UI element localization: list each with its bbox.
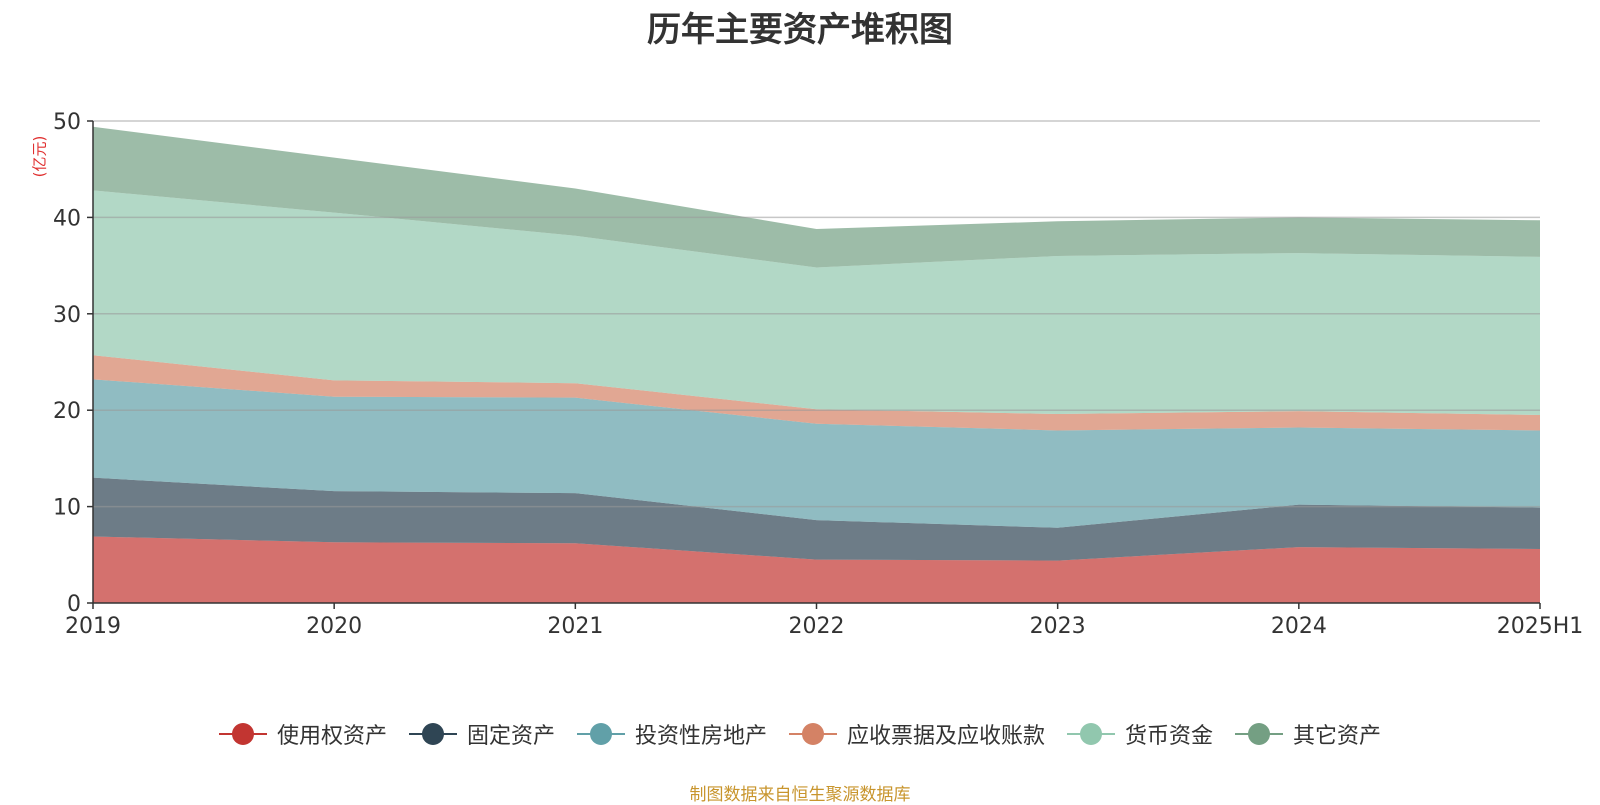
legend-swatch-icon	[576, 722, 625, 746]
area-series-4	[93, 190, 1540, 416]
area-series-5	[93, 126, 1540, 268]
chart-title: 历年主要资产堆积图	[647, 10, 953, 50]
legend-item-0[interactable]: 使用权资产	[218, 718, 387, 750]
x-tick-label-0: 2019	[65, 614, 121, 639]
y-tick-label-3: 30	[53, 303, 81, 328]
legend-item-2[interactable]: 投资性房地产	[576, 718, 767, 750]
legend-label: 应收票据及应收账款	[847, 724, 1046, 749]
legend: 使用权资产 固定资产 投资性房地产 应收票据及应收账款 货币资金 其它资产	[0, 718, 1600, 750]
legend-item-4[interactable]: 货币资金	[1067, 718, 1213, 750]
y-tick-label-2: 20	[53, 399, 81, 424]
y-tick-label-5: 50	[53, 110, 81, 135]
area-series-3	[93, 355, 1540, 431]
legend-swatch-icon	[408, 722, 457, 746]
legend-swatch-icon	[789, 722, 837, 746]
legend-item-3[interactable]: 应收票据及应收账款	[789, 718, 1045, 750]
legend-swatch-icon	[1235, 722, 1284, 746]
y-tick-label-0: 0	[67, 592, 81, 617]
area-series-2	[93, 379, 1540, 528]
legend-swatch-icon	[218, 722, 267, 746]
legend-swatch-icon	[1067, 722, 1116, 746]
x-tick-label-4: 2023	[1030, 614, 1086, 639]
legend-label: 投资性房地产	[634, 724, 767, 749]
y-tick-label-1: 10	[53, 496, 81, 521]
x-tick-label-1: 2020	[306, 614, 362, 639]
legend-item-5[interactable]: 其它资产	[1235, 718, 1381, 750]
x-tick-label-6: 2025H1	[1497, 614, 1584, 639]
area-series-0	[93, 536, 1540, 603]
x-tick-label-2: 2021	[547, 614, 603, 639]
legend-label: 固定资产	[466, 724, 555, 749]
y-tick-label-4: 40	[53, 206, 81, 231]
x-tick-label-5: 2024	[1271, 614, 1327, 639]
legend-label: 货币资金	[1125, 724, 1214, 749]
legend-label: 其它资产	[1293, 724, 1382, 749]
source-note: 制图数据来自恒生聚源数据库	[689, 785, 911, 805]
area-series-1	[93, 477, 1540, 561]
legend-item-1[interactable]: 固定资产	[408, 718, 555, 750]
x-tick-label-3: 2022	[789, 614, 845, 639]
legend-label: 使用权资产	[276, 724, 387, 749]
